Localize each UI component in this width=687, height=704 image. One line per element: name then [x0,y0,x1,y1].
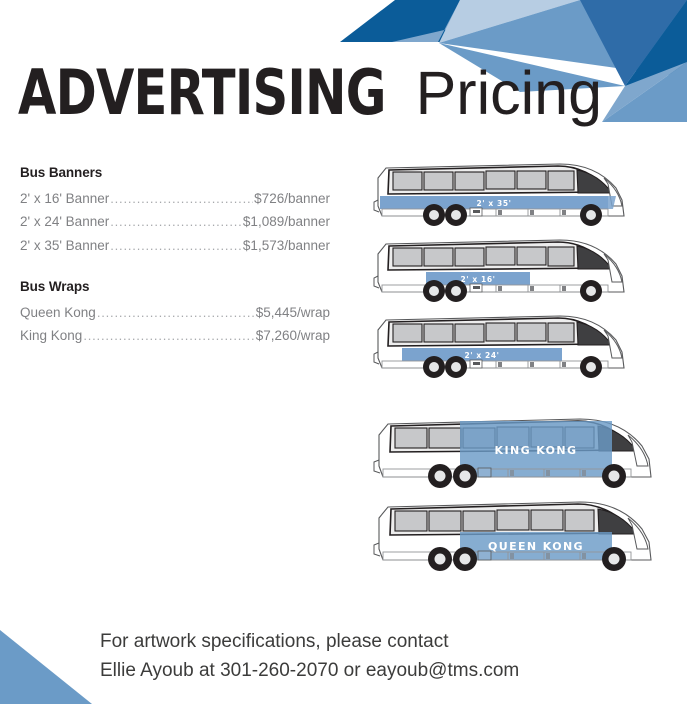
poly-shape [0,630,92,704]
page-title: ADVERTISING Pricing [18,62,602,136]
poly-shape [602,62,687,122]
dot-leader: ........................................… [110,214,242,230]
bus-banner-2x16: 2' x 16' [373,239,625,302]
price-row: King Kong ..............................… [20,324,330,347]
price-value: $1,089/banner [242,214,330,230]
dot-leader: ........................................… [83,328,254,344]
poly-shape [392,0,575,42]
bus-wrap-queen-kong: QUEEN KONG [373,501,652,571]
footer-line-2: Ellie Ayoub at 301-260-2070 or eayoub@tm… [100,659,520,681]
footer-line-1: For artwork specifications, please conta… [100,631,449,652]
price-label: Queen Kong [20,305,96,321]
pricing-list: Bus Banners 2' x 16' Banner ............… [20,165,330,370]
poly-shape [439,0,580,43]
bus-banner-2x35: 2' x 35' [373,163,625,226]
price-label: 2' x 16' Banner [20,191,110,206]
poly-shape [440,0,575,42]
price-row: 2' x 16' Banner ........................… [20,187,330,210]
bus-wrap-label: KING KONG [495,444,578,457]
bus-banner-label: 2' x 35' [476,199,511,208]
dot-leader: ........................................… [96,305,255,321]
price-row: 2' x 35' Banner ........................… [20,234,330,257]
page-title-light: Pricing [415,59,603,127]
price-group-bus-wraps: Bus Wraps Queen Kong ...................… [20,279,330,348]
dot-leader: ........................................… [110,237,242,253]
price-row: 2' x 24' Banner ........................… [20,210,330,233]
price-value: $1,573/banner [242,237,330,253]
price-group-bus-banners: Bus Banners 2' x 16' Banner ............… [20,165,330,257]
price-value: $7,260/wrap [255,328,330,344]
bus-banner-label: 2' x 24' [464,351,499,360]
page-title-strong: ADVERTISING [18,56,386,129]
dot-leader: ........................................… [110,191,253,206]
price-label: 2' x 35' Banner [20,237,110,253]
price-label: King Kong [20,328,83,344]
price-value: $5,445/wrap [255,305,330,321]
price-group-heading: Bus Wraps [20,279,90,295]
price-group-heading: Bus Banners [20,165,103,180]
bus-banner-label: 2' x 16' [460,275,495,284]
footer-contact: For artwork specifications, please conta… [100,628,519,685]
price-row: Queen Kong .............................… [20,301,330,324]
poly-shape [602,62,687,122]
bus-wrap-king-kong: KING KONG [373,418,652,488]
bus-illustrations: 2' x 35' 2' x 16' [372,160,687,585]
poly-shape [625,0,687,86]
bus-banner-2x24: 2' x 24' [373,315,625,378]
price-value: $726/banner [254,191,330,206]
poly-shape [340,0,475,42]
price-label: 2' x 24' Banner [20,214,110,230]
corner-triangle-decoration [0,630,92,704]
bus-wrap-label: QUEEN KONG [488,540,584,553]
